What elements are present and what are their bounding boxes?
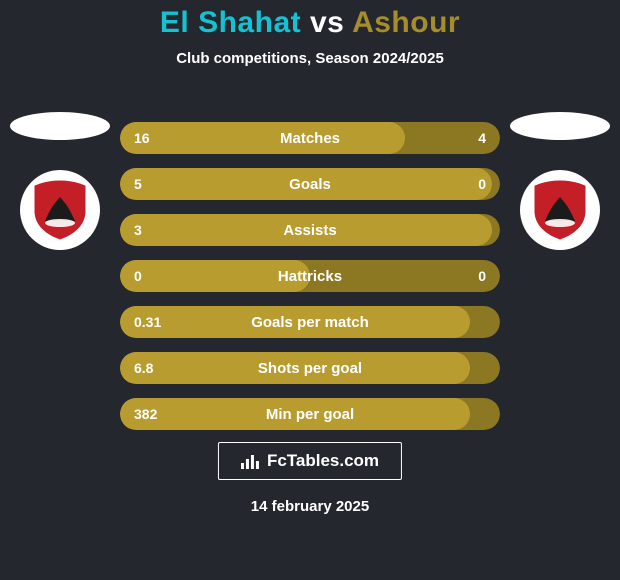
competition-subtitle: Club competitions, Season 2024/2025	[0, 50, 620, 67]
al-ahly-crest-icon	[25, 175, 95, 245]
logo-text: FcTables.com	[267, 451, 379, 471]
player2-name: Ashour	[352, 6, 460, 39]
al-ahly-crest-icon	[525, 175, 595, 245]
player2-token-icon	[510, 112, 610, 140]
fctables-logo: FcTables.com	[218, 442, 402, 480]
stat-label: Hattricks	[120, 260, 500, 292]
player2-badges	[510, 112, 610, 250]
stat-row: 164Matches	[120, 122, 500, 154]
stat-label: Min per goal	[120, 398, 500, 430]
stat-label: Goals	[120, 168, 500, 200]
player1-name: El Shahat	[160, 6, 301, 39]
stat-row: 3Assists	[120, 214, 500, 246]
stat-row: 6.8Shots per goal	[120, 352, 500, 384]
player2-club-crest	[520, 170, 600, 250]
comparison-title: El Shahat vs Ashour	[0, 0, 620, 40]
player1-badges	[10, 112, 110, 250]
stat-label: Assists	[120, 214, 500, 246]
stat-label: Matches	[120, 122, 500, 154]
player1-club-crest	[20, 170, 100, 250]
vs-text: vs	[310, 6, 344, 39]
bar-chart-icon	[241, 453, 261, 469]
stat-row: 00Hattricks	[120, 260, 500, 292]
stat-row: 382Min per goal	[120, 398, 500, 430]
stat-label: Shots per goal	[120, 352, 500, 384]
stat-row: 0.31Goals per match	[120, 306, 500, 338]
player1-token-icon	[10, 112, 110, 140]
stat-row: 50Goals	[120, 168, 500, 200]
stat-label: Goals per match	[120, 306, 500, 338]
stat-bars-container: 164Matches 50Goals 3Assists 00Hattricks 0.31…	[120, 122, 500, 430]
snapshot-date: 14 february 2025	[0, 498, 620, 515]
